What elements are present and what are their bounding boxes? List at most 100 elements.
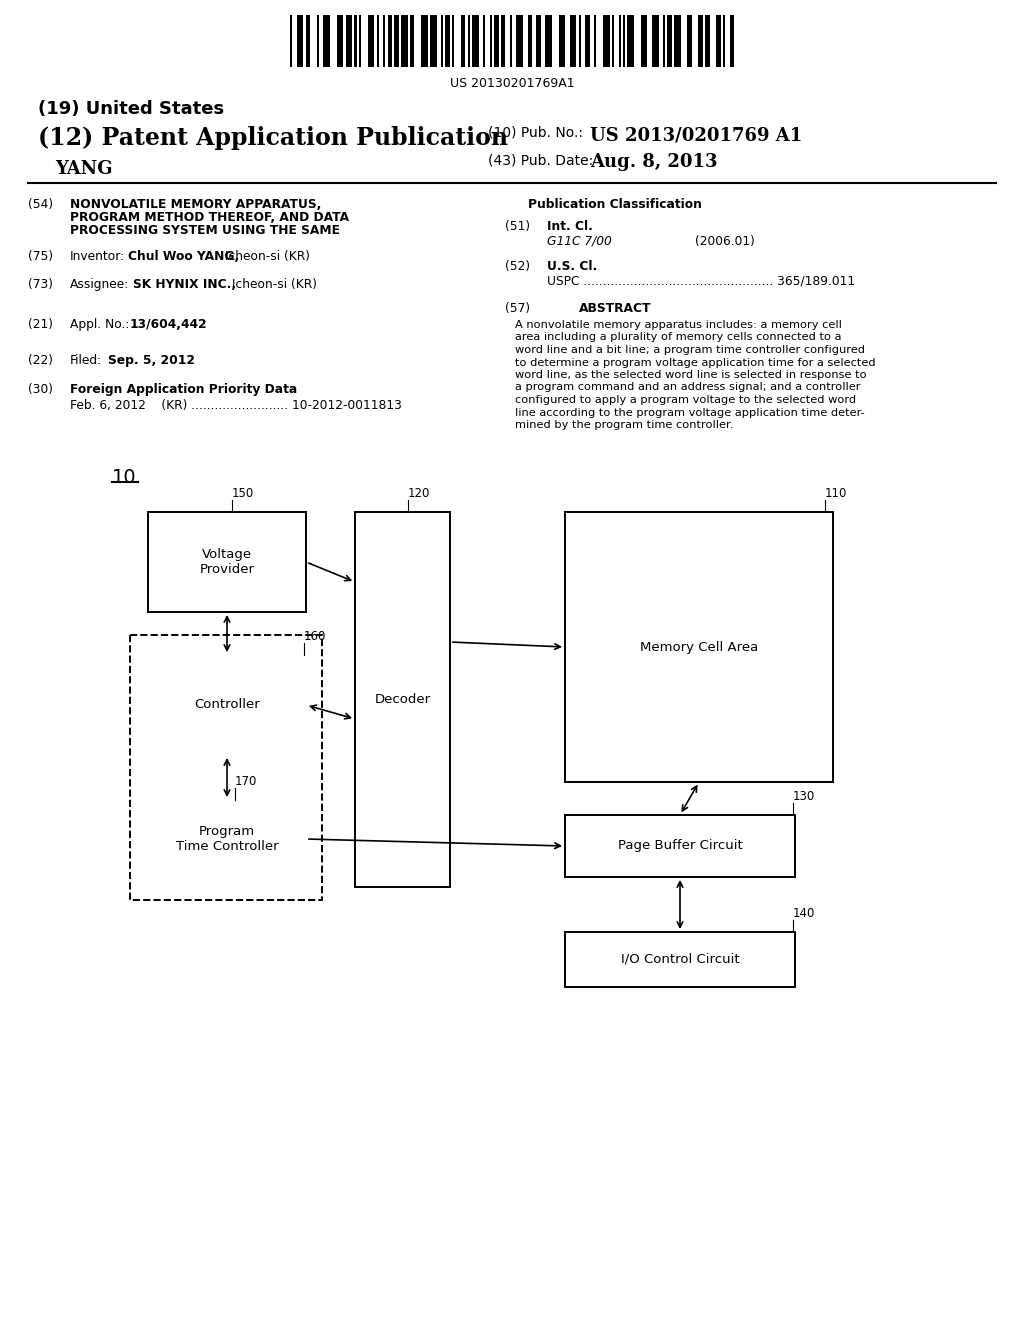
Text: 10: 10 — [112, 469, 136, 487]
Text: Filed:: Filed: — [70, 354, 102, 367]
Bar — [565, 932, 795, 987]
Bar — [430, 15, 436, 67]
Text: word line, as the selected word line is selected in response to: word line, as the selected word line is … — [515, 370, 866, 380]
Bar — [358, 15, 361, 67]
Bar — [565, 814, 795, 876]
Bar — [729, 15, 734, 67]
Bar — [527, 15, 532, 67]
Bar — [537, 15, 541, 67]
Text: to determine a program voltage application time for a selected: to determine a program voltage applicati… — [515, 358, 876, 367]
Bar — [445, 15, 450, 67]
Text: 120: 120 — [408, 487, 430, 500]
Bar — [394, 15, 398, 67]
Bar — [569, 15, 577, 67]
Text: Voltage
Provider: Voltage Provider — [200, 548, 255, 576]
Text: (2006.01): (2006.01) — [695, 235, 755, 248]
Text: Int. Cl.: Int. Cl. — [547, 220, 593, 234]
Bar — [594, 15, 596, 67]
Text: Memory Cell Area: Memory Cell Area — [640, 640, 758, 653]
Bar — [674, 15, 681, 67]
Text: Feb. 6, 2012    (KR) ......................... 10-2012-0011813: Feb. 6, 2012 (KR) ......................… — [70, 399, 401, 412]
Text: Sep. 5, 2012: Sep. 5, 2012 — [108, 354, 195, 367]
Bar — [612, 15, 614, 67]
Bar — [565, 512, 833, 781]
Bar — [489, 15, 492, 67]
Text: 13/604,442: 13/604,442 — [130, 318, 208, 331]
Bar — [716, 15, 721, 67]
Text: Program
Time Controller: Program Time Controller — [176, 825, 279, 853]
Text: (19) United States: (19) United States — [38, 100, 224, 117]
Text: Chul Woo YANG,: Chul Woo YANG, — [128, 249, 240, 263]
Bar — [383, 15, 385, 67]
Bar — [148, 655, 306, 755]
Bar — [441, 15, 443, 67]
Text: Decoder: Decoder — [375, 693, 430, 706]
Bar — [130, 635, 322, 900]
Bar — [368, 15, 375, 67]
Text: I/O Control Circuit: I/O Control Circuit — [621, 953, 739, 966]
Text: U.S. Cl.: U.S. Cl. — [547, 260, 597, 273]
Bar — [305, 15, 310, 67]
Bar — [337, 15, 343, 67]
Text: (73): (73) — [28, 279, 53, 290]
Bar — [723, 15, 725, 67]
Text: Icheon-si (KR): Icheon-si (KR) — [221, 249, 310, 263]
Text: NONVOLATILE MEMORY APPARATUS,: NONVOLATILE MEMORY APPARATUS, — [70, 198, 322, 211]
Text: Aug. 8, 2013: Aug. 8, 2013 — [590, 153, 718, 172]
Text: US 20130201769A1: US 20130201769A1 — [450, 77, 574, 90]
Text: word line and a bit line; a program time controller configured: word line and a bit line; a program time… — [515, 345, 865, 355]
Text: USPC ................................................. 365/189.011: USPC ...................................… — [547, 275, 855, 288]
Text: mined by the program time controller.: mined by the program time controller. — [515, 420, 733, 430]
Text: (57): (57) — [505, 302, 530, 315]
Bar — [468, 15, 470, 67]
Bar — [510, 15, 512, 67]
Text: US 2013/0201769 A1: US 2013/0201769 A1 — [590, 125, 802, 144]
Text: (22): (22) — [28, 354, 53, 367]
Bar — [687, 15, 692, 67]
Bar — [559, 15, 565, 67]
Text: 130: 130 — [793, 789, 815, 803]
Text: (12) Patent Application Publication: (12) Patent Application Publication — [38, 125, 508, 150]
Bar — [698, 15, 702, 67]
Bar — [377, 15, 379, 67]
Bar — [148, 800, 306, 878]
Bar — [452, 15, 455, 67]
Text: 140: 140 — [793, 907, 815, 920]
Bar — [388, 15, 392, 67]
Bar — [355, 512, 450, 887]
Text: ABSTRACT: ABSTRACT — [579, 302, 651, 315]
Text: (10) Pub. No.:: (10) Pub. No.: — [488, 125, 583, 140]
Text: (30): (30) — [28, 383, 53, 396]
Bar — [641, 15, 647, 67]
Bar — [501, 15, 505, 67]
Text: Page Buffer Circuit: Page Buffer Circuit — [617, 840, 742, 853]
Bar — [472, 15, 478, 67]
Text: (54): (54) — [28, 198, 53, 211]
Text: Publication Classification: Publication Classification — [528, 198, 701, 211]
Bar — [668, 15, 672, 67]
Bar — [345, 15, 352, 67]
Text: (43) Pub. Date:: (43) Pub. Date: — [488, 153, 593, 168]
Text: (52): (52) — [505, 260, 530, 273]
Text: Inventor:: Inventor: — [70, 249, 125, 263]
Bar — [461, 15, 465, 67]
Text: 160: 160 — [304, 630, 327, 643]
Text: (21): (21) — [28, 318, 53, 331]
Text: PROCESSING SYSTEM USING THE SAME: PROCESSING SYSTEM USING THE SAME — [70, 224, 340, 238]
Bar — [706, 15, 710, 67]
Text: 170: 170 — [234, 775, 257, 788]
Bar — [297, 15, 303, 67]
Bar — [628, 15, 634, 67]
Bar — [401, 15, 408, 67]
Text: (51): (51) — [505, 220, 530, 234]
Text: PROGRAM METHOD THEREOF, AND DATA: PROGRAM METHOD THEREOF, AND DATA — [70, 211, 349, 224]
Bar — [546, 15, 552, 67]
Text: Appl. No.:: Appl. No.: — [70, 318, 133, 331]
Bar — [324, 15, 330, 67]
Text: (75): (75) — [28, 249, 53, 263]
Text: G11C 7/00: G11C 7/00 — [547, 235, 611, 248]
Text: YANG: YANG — [55, 160, 113, 178]
Text: Controller: Controller — [195, 698, 260, 711]
Bar — [483, 15, 485, 67]
Bar — [316, 15, 318, 67]
